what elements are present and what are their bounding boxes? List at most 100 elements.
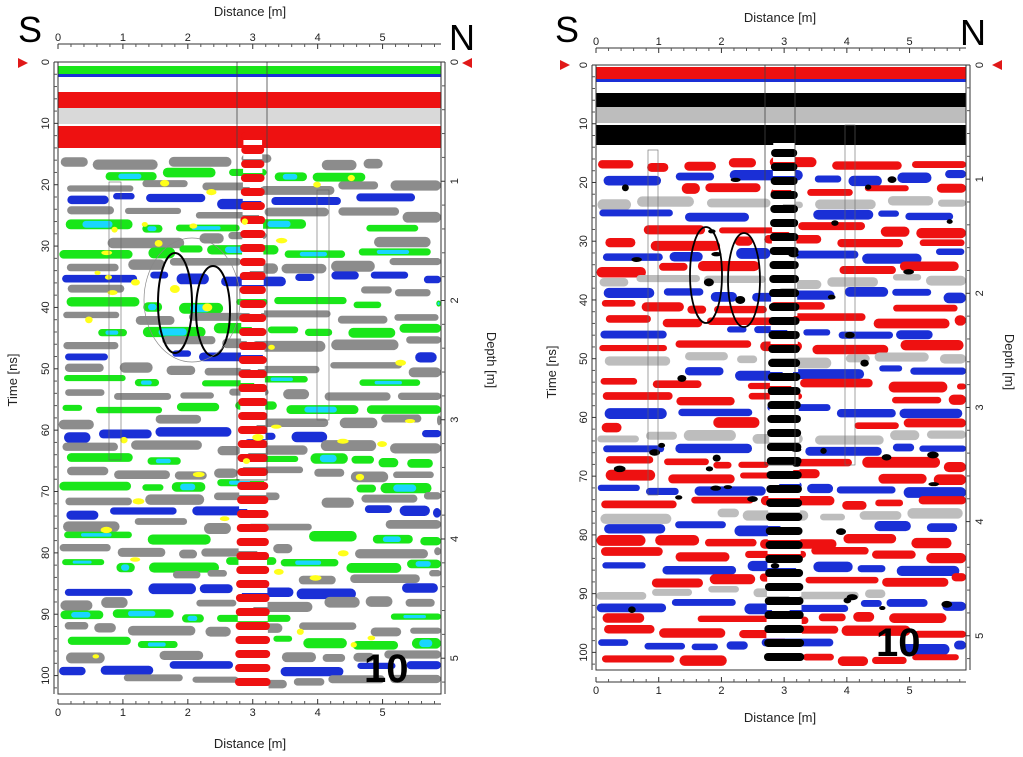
hyperbola-stripe bbox=[765, 527, 803, 535]
reflection-segment bbox=[899, 261, 959, 272]
anomaly-blob bbox=[903, 269, 915, 275]
anomaly-blob bbox=[337, 438, 349, 444]
reflection-segment bbox=[66, 453, 133, 462]
hyperbola-stripe bbox=[236, 524, 269, 532]
x-tick-label: 3 bbox=[781, 36, 787, 48]
y-ticks-depth: 0 1 2 3 4 5 bbox=[440, 59, 461, 694]
reflection-segment bbox=[892, 288, 932, 296]
reflection-segment bbox=[596, 266, 646, 278]
anomaly-blob bbox=[613, 465, 626, 473]
reflection-segment bbox=[954, 640, 966, 650]
anomaly-blob bbox=[865, 184, 872, 190]
reflection-segment bbox=[939, 354, 966, 364]
reflection-segment bbox=[911, 537, 952, 549]
reflection-segment bbox=[196, 599, 237, 607]
reflection-segment bbox=[361, 286, 392, 294]
reflection-segment bbox=[926, 523, 958, 532]
reflection-segment bbox=[836, 486, 896, 494]
hyperbola-gap bbox=[766, 591, 802, 596]
reflection-segment bbox=[148, 247, 176, 259]
reflection-segment bbox=[330, 362, 402, 369]
reflection-segment bbox=[601, 655, 675, 663]
reflection-segment bbox=[283, 389, 310, 400]
reflection-segment bbox=[798, 222, 866, 231]
hyperbola-gap bbox=[240, 378, 265, 383]
anomaly-blob bbox=[111, 226, 118, 233]
reflection-segment bbox=[814, 175, 842, 183]
hyperbola-gap bbox=[241, 294, 264, 299]
reflection-segment bbox=[66, 263, 119, 272]
left-marker-arrow-icon bbox=[560, 60, 570, 70]
reflection-core bbox=[158, 328, 187, 336]
reflection-segment bbox=[652, 588, 693, 596]
reflection-core bbox=[371, 506, 384, 512]
reflection-segment bbox=[857, 565, 886, 573]
reflection-segment bbox=[837, 656, 869, 666]
reflection-segment bbox=[142, 484, 164, 491]
reflection-segment bbox=[64, 375, 126, 382]
plot-frame bbox=[595, 64, 967, 671]
reflection-segment bbox=[92, 159, 158, 170]
reflection-segment bbox=[312, 172, 366, 182]
y-ticks-depth: 0 1 2 3 4 5 bbox=[965, 62, 986, 670]
hyperbola-stripe bbox=[770, 177, 798, 185]
hyperbola-stripe bbox=[764, 639, 805, 647]
reflection-segment bbox=[641, 302, 684, 312]
anomaly-blob bbox=[275, 237, 288, 244]
reflection-segment bbox=[800, 378, 873, 388]
reflection-segment bbox=[907, 508, 963, 519]
reflection-segment bbox=[214, 468, 238, 478]
reflection-segment bbox=[148, 583, 196, 595]
reflection-segment bbox=[114, 393, 172, 400]
hyperbola-stripe bbox=[766, 485, 802, 493]
reflection-segment bbox=[172, 571, 201, 579]
reflection-segment bbox=[596, 591, 647, 600]
hyperbola-stripe bbox=[237, 468, 269, 476]
hyperbola-gap bbox=[766, 647, 803, 652]
anomaly-blob bbox=[658, 442, 666, 448]
anomaly-blob bbox=[92, 654, 100, 659]
y2-tick-label: 4 bbox=[449, 536, 461, 542]
reflection-segment bbox=[67, 206, 114, 215]
y-tick-label: 40 bbox=[40, 301, 52, 313]
reflection-core bbox=[185, 662, 214, 668]
anomaly-blob bbox=[120, 436, 128, 444]
hyperbola-stripe bbox=[765, 569, 804, 577]
reflection-segment bbox=[605, 237, 636, 248]
reflection-segment bbox=[717, 508, 739, 518]
reflection-segment bbox=[691, 496, 754, 504]
reflection-segment bbox=[813, 561, 853, 573]
reflection-segment bbox=[803, 329, 831, 336]
hyperbola-gap bbox=[238, 532, 267, 537]
reflection-segment bbox=[600, 513, 672, 524]
reflection-segment bbox=[875, 499, 904, 507]
hyperbola-gap bbox=[238, 574, 268, 579]
hyperbola-stripe bbox=[239, 300, 267, 308]
reflection-segment bbox=[903, 418, 966, 428]
hyperbola-gap bbox=[239, 490, 267, 495]
reflection-segment bbox=[684, 161, 716, 171]
anomaly-blob bbox=[881, 454, 892, 461]
reflection-segment bbox=[331, 339, 399, 351]
reflection-segment bbox=[338, 181, 379, 190]
reflection-segment bbox=[675, 172, 715, 181]
reflection-segment bbox=[314, 468, 345, 477]
hyperbola-stripe bbox=[238, 356, 267, 364]
reflection-core bbox=[419, 639, 433, 648]
reflection-segment bbox=[710, 291, 737, 302]
reflection-core bbox=[148, 303, 157, 311]
reflection-segment bbox=[685, 212, 749, 222]
reflection-segment bbox=[169, 258, 242, 266]
hyperbola-stripe bbox=[239, 328, 267, 336]
anomaly-blob bbox=[649, 449, 661, 456]
reflection-segment bbox=[954, 315, 966, 326]
reflection-segment bbox=[668, 474, 735, 484]
reflection-segment bbox=[370, 271, 409, 279]
y-tick-label: 30 bbox=[40, 240, 52, 252]
hyperbola-gap bbox=[769, 395, 799, 400]
reflection-segment bbox=[134, 518, 188, 525]
reflection-segment bbox=[605, 469, 656, 481]
reflection-segment bbox=[407, 458, 433, 468]
reflection-segment bbox=[352, 640, 399, 650]
reflection-core bbox=[75, 354, 96, 359]
